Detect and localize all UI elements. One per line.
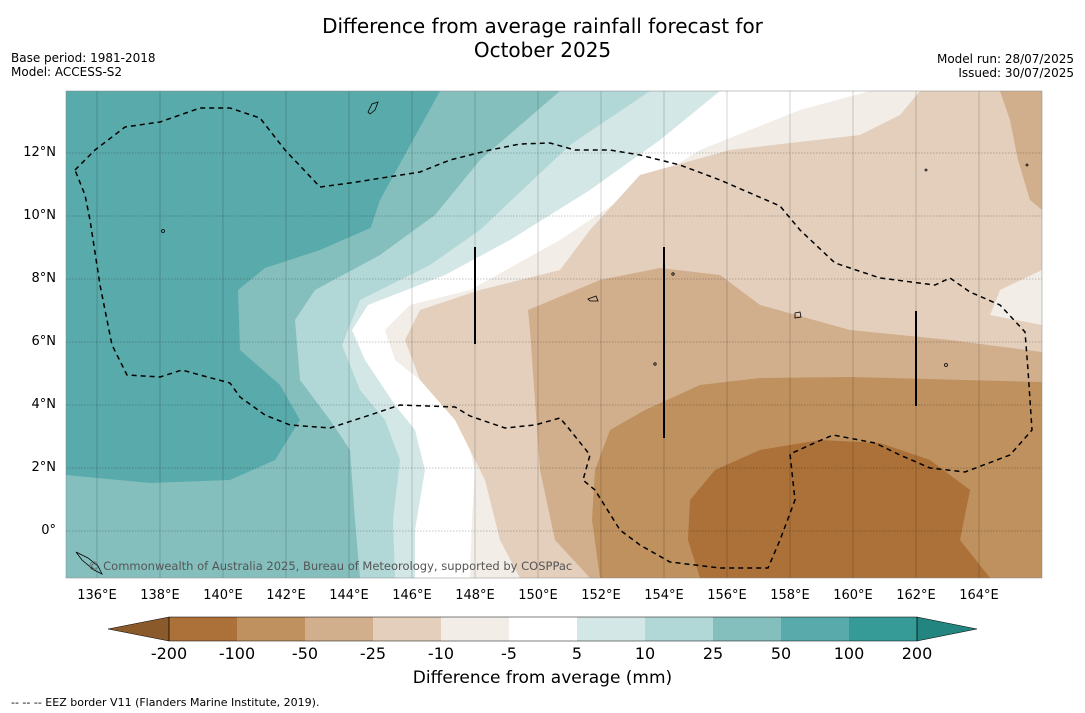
lat-label: 10°N: [23, 208, 56, 223]
colorbar-tick-label: -100: [218, 644, 256, 663]
model-run: Model run: 28/07/2025: [936, 52, 1074, 66]
lat-label: 12°N: [23, 145, 56, 160]
lon-label: 152°E: [581, 588, 621, 603]
colorbar-tick-label: 5: [571, 644, 583, 663]
lon-label: 136°E: [77, 588, 117, 603]
meta-right: Model run: 28/07/2025 Issued: 30/07/2025: [937, 52, 1074, 80]
colorbar-bin: [577, 617, 645, 641]
lon-label: 138°E: [140, 588, 180, 603]
contour-dry-25-50-ne: [1000, 91, 1042, 210]
lon-label: 164°E: [959, 588, 999, 603]
lon-label: 148°E: [455, 588, 495, 603]
contour-dry-100-200: [688, 440, 990, 578]
colorbar-tick-label: 100: [833, 644, 865, 663]
lon-label: 154°E: [644, 588, 684, 603]
colorbar-tick-label: -25: [359, 644, 387, 663]
colorbar-arrow-left: [108, 617, 169, 641]
colorbar-bin: [849, 617, 917, 641]
colorbar-bin: [509, 617, 577, 641]
lon-label: 144°E: [329, 588, 369, 603]
lon-label: 158°E: [770, 588, 810, 603]
colorbar-tick-label: -10: [427, 644, 455, 663]
colorbar-bin: [645, 617, 713, 641]
lon-label: 140°E: [203, 588, 243, 603]
base-period: Base period: 1981-2018: [11, 51, 156, 65]
lon-label: 142°E: [266, 588, 306, 603]
lat-label: 0°: [41, 523, 56, 538]
colorbar-bin: [781, 617, 849, 641]
model-name: Model: ACCESS-S2: [11, 65, 123, 79]
lat-label: 2°N: [31, 460, 57, 475]
colorbar-arrow-right: [917, 617, 977, 641]
issued-date: Issued: 30/07/2025: [958, 66, 1074, 80]
lon-label: 156°E: [707, 588, 747, 603]
lat-label: 4°N: [31, 397, 57, 412]
lon-label: 160°E: [833, 588, 873, 603]
colorbar-tick-label: 25: [702, 644, 724, 663]
title-line-2: October 2025: [473, 38, 612, 62]
lon-label: 150°E: [518, 588, 558, 603]
lat-label: 6°N: [31, 334, 57, 349]
colorbar-bin: [237, 617, 305, 641]
colorbar-bin: [373, 617, 441, 641]
colorbar-title: Difference from average (mm): [412, 668, 673, 688]
map-title: Difference from average rainfall forecas…: [0, 14, 1085, 62]
colorbar-tick-label: 10: [634, 644, 656, 663]
map-frame: [65, 90, 1043, 579]
eez-footnote: -- -- -- EEZ border V11 (Flanders Marine…: [11, 696, 320, 709]
colorbar-tick-label: 50: [770, 644, 792, 663]
colorbar: [107, 616, 978, 642]
colorbar-bin: [441, 617, 509, 641]
lon-label: 162°E: [896, 588, 936, 603]
colorbar-bin: [169, 617, 237, 641]
colorbar-tick-label: 200: [901, 644, 933, 663]
colorbar-tick-label: -5: [501, 644, 517, 663]
map-plot-area: © Commonwealth of Australia 2025, Bureau…: [66, 91, 1042, 578]
coastlines: [75, 101, 1029, 575]
title-line-1: Difference from average rainfall forecas…: [322, 14, 763, 38]
colorbar-tick-label: -200: [150, 644, 188, 663]
copyright-text: © Commonwealth of Australia 2025, Bureau…: [88, 559, 572, 573]
graticule: [66, 152, 1042, 532]
lat-label: 8°N: [31, 271, 57, 286]
lon-label: 146°E: [392, 588, 432, 603]
colorbar-tick-label: -50: [291, 644, 319, 663]
meta-left: Base period: 1981-2018 Model: ACCESS-S2: [11, 51, 156, 79]
forecast-markers: [474, 247, 917, 438]
colorbar-bin: [305, 617, 373, 641]
colorbar-bin: [713, 617, 781, 641]
